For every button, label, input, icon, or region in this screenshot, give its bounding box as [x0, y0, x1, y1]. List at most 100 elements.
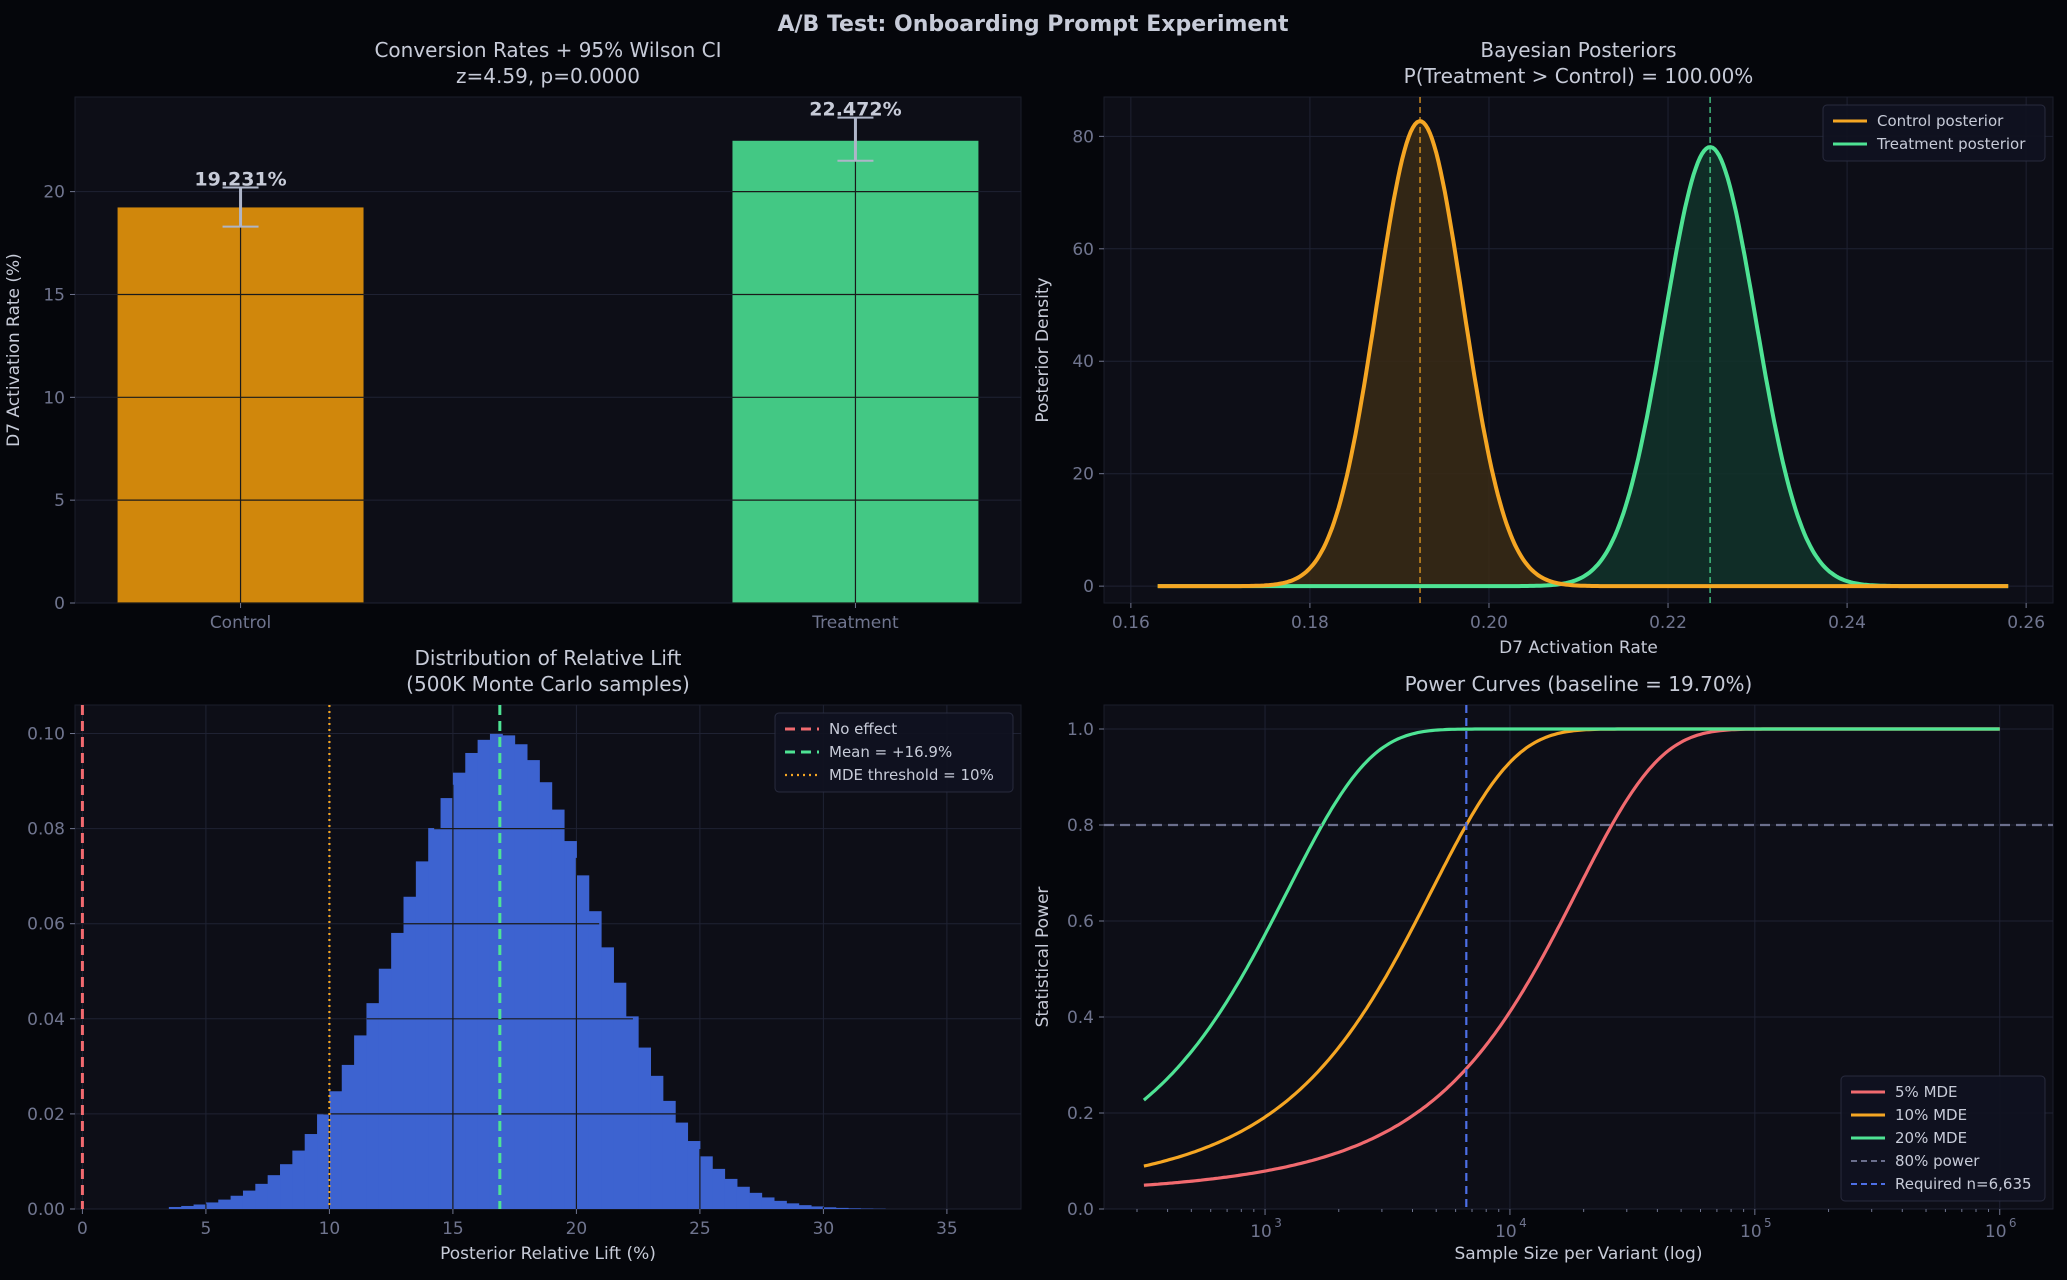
lift-hist-bin	[255, 1183, 269, 1209]
lift-hist-bin	[378, 968, 392, 1209]
lift-hist-bin	[823, 1207, 837, 1209]
posterior-ytick-label: 20	[1072, 465, 1094, 485]
figure-title: A/B Test: Onboarding Prompt Experiment	[777, 12, 1289, 37]
lift-hist-bin	[304, 1134, 318, 1209]
lift-xtick-label: 20	[566, 1219, 588, 1239]
lift-hist-bin	[712, 1168, 726, 1209]
posterior-legend-box	[1822, 104, 2046, 162]
lift-hist-bin	[452, 772, 466, 1209]
conversion-ytick-label: 0	[54, 594, 65, 614]
power-xtick-label: 10	[1495, 1222, 1517, 1242]
lift-hist-bin	[205, 1202, 219, 1209]
conversion-chart: 0 5 10 15 20 19.231% Control 22.472% Treatment Co…	[4, 38, 1022, 633]
lift-hist-bin	[564, 841, 577, 1209]
lift-hist-bin	[502, 735, 516, 1209]
conversion-ytick-label: 20	[43, 183, 65, 203]
posterior-xtick-label: 0.16	[1112, 613, 1150, 633]
lift-legend-box	[774, 712, 1014, 793]
posterior-ytick-label: 80	[1072, 127, 1094, 147]
power-legend-label: 80% power	[1895, 1152, 1980, 1170]
power-xtick-exponent: 6	[2009, 1216, 2017, 1230]
lift-hist-bin	[687, 1141, 701, 1209]
lift-hist-bin	[588, 911, 602, 1209]
lift-legend-label: MDE threshold = 10%	[829, 766, 994, 784]
conversion-xtick-label: Control	[210, 613, 271, 633]
lift-hist-bin	[625, 1016, 639, 1209]
conversion-title: Conversion Rates + 95% Wilson CI	[374, 38, 721, 62]
conversion-subtitle: z=4.59, p=0.0000	[456, 64, 640, 88]
posterior-ytick-label: 40	[1072, 352, 1094, 372]
conversion-value-label: 19.231%	[194, 169, 286, 191]
lift-ytick-label: 0.00	[27, 1200, 65, 1220]
lift-hist-bin	[798, 1205, 812, 1209]
posterior-xtick-label: 0.24	[1828, 613, 1866, 633]
lift-hist-bin	[168, 1206, 182, 1209]
power-ytick-label: 1.0	[1067, 720, 1094, 740]
lift-hist-bin	[465, 752, 479, 1209]
lift-hist-bin	[699, 1156, 713, 1209]
lift-hist-bin	[329, 1091, 343, 1209]
power-chart: 10 3 10 4 10 5 10 60.00.20.40.60.81.05% MDE10% …	[1033, 672, 2054, 1264]
posterior-xtick-label: 0.18	[1291, 613, 1329, 633]
lift-hist-bin	[218, 1199, 232, 1209]
posterior-legend-label: Control posterior	[1877, 112, 2004, 130]
power-legend-label: 5% MDE	[1895, 1083, 1958, 1101]
power-legend-label: 20% MDE	[1895, 1129, 1967, 1147]
posterior-series-control	[1157, 119, 2009, 589]
lift-hist-bin	[230, 1195, 244, 1209]
lift-hist-bin	[736, 1186, 750, 1209]
conversion-ytick-label: 15	[43, 285, 65, 305]
lift-legend-label: No effect	[829, 720, 897, 738]
power-series-2	[1142, 727, 2000, 1102]
posterior-xlabel: D7 Activation Rate	[1499, 638, 1658, 658]
lift-hist-bin	[774, 1200, 787, 1209]
conversion-value-label: 22.472%	[809, 99, 901, 121]
posterior-xtick-label: 0.20	[1470, 613, 1508, 633]
posterior-title: Bayesian Posteriors	[1480, 38, 1676, 62]
power-xtick-label: 10	[1985, 1222, 2007, 1242]
lift-hist-bin	[403, 896, 417, 1209]
power-xtick-exponent: 4	[1519, 1216, 1527, 1230]
lift-subtitle: (500K Monte Carlo samples)	[406, 672, 690, 696]
power-legend-label: Required n=6,635	[1895, 1175, 2032, 1193]
lift-ytick-label: 0.08	[27, 820, 65, 840]
lift-hist-bin	[193, 1204, 207, 1209]
posterior-plot-area	[1103, 96, 2054, 604]
lift-hist-bin	[181, 1205, 195, 1209]
lift-hist-bin	[292, 1150, 306, 1209]
lift-hist-bin	[835, 1207, 849, 1209]
lift-hist-bin	[675, 1122, 689, 1209]
lift-title: Distribution of Relative Lift	[415, 646, 682, 670]
posterior-legend-label: Treatment posterior	[1876, 135, 2026, 153]
lift-xtick-label: 25	[689, 1219, 711, 1239]
power-ytick-label: 0.8	[1067, 816, 1094, 836]
conversion-xtick-label: Treatment	[811, 613, 899, 633]
lift-hist-bin	[601, 947, 614, 1209]
power-ytick-label: 0.0	[1067, 1200, 1094, 1220]
lift-hist-bin	[514, 744, 528, 1209]
lift-hist-bin	[477, 739, 491, 1209]
power-xtick-label: 10	[1250, 1222, 1272, 1242]
posterior-ytick-label: 60	[1072, 240, 1094, 260]
power-ytick-label: 0.6	[1067, 912, 1094, 932]
lift-hist-bin	[341, 1064, 355, 1209]
lift-hist-bin	[786, 1203, 800, 1209]
conversion-ytick-label: 10	[43, 388, 65, 408]
lift-hist-bin	[440, 798, 454, 1209]
lift-hist-bin	[539, 782, 553, 1209]
posterior-ylabel: Posterior Density	[1033, 277, 1053, 422]
lift-xtick-label: 30	[813, 1219, 835, 1239]
lift-hist-bin	[415, 861, 429, 1209]
lift-ytick-label: 0.10	[27, 725, 65, 745]
lift-xtick-label: 15	[442, 1219, 464, 1239]
lift-legend-label: Mean = +16.9%	[829, 743, 952, 761]
lift-hist-bin	[650, 1075, 664, 1209]
lift-hist-bin	[576, 875, 590, 1209]
posterior-chart: 0.16 0.18 0.20 0.22 0.24 0.26 0 20 40 60 80 Control…	[1033, 38, 2054, 658]
posterior-ytick-label: 0	[1083, 577, 1094, 597]
conversion-ylabel: D7 Activation Rate (%)	[4, 253, 24, 447]
lift-hist-bin	[267, 1175, 281, 1209]
lift-hist-bin	[811, 1206, 824, 1209]
lift-xlabel: Posterior Relative Lift (%)	[440, 1244, 656, 1264]
power-xtick-exponent: 5	[1764, 1216, 1772, 1230]
